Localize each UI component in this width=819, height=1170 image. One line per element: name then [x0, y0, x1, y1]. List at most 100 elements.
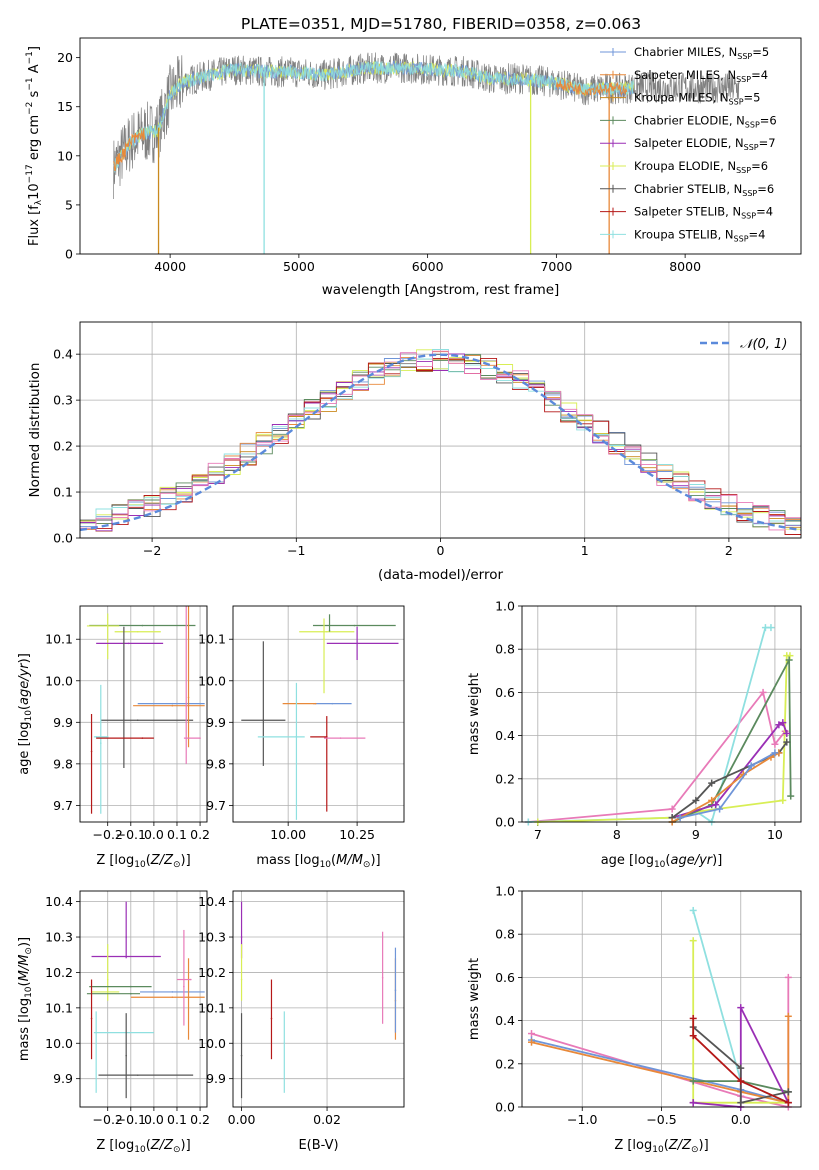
plot-area [528, 906, 792, 1111]
y-tick-label: 1.0 [495, 599, 515, 614]
x-tick-label: −0.5 [646, 1112, 676, 1127]
data-point [130, 985, 132, 988]
data-point [171, 702, 174, 705]
panel-spectrum: 4000 5000 6000 7000 8000 0 5 10 15 20 wavelength [… [25, 37, 802, 298]
plot-area [524, 624, 795, 826]
x-tick-label: 5000 [283, 259, 315, 274]
x-tick-label: 10 [767, 827, 783, 842]
y-tick-label: 10.4 [198, 894, 226, 909]
panel-residual_histogram: −2 −1 0 1 2 0.0 0.1 0.2 0.3 0.4 (data-model)/error… [27, 321, 802, 583]
y-tick-label: 0.6 [495, 685, 515, 700]
y-axis-label: Normed distribution [27, 363, 43, 498]
data-point [270, 1017, 273, 1020]
model-spectrum-line [113, 128, 145, 172]
data-point [199, 737, 201, 739]
y-tick-label: 0.0 [495, 1100, 515, 1115]
x-axis-label: Z [log10(Z/Z⊙)] [614, 1138, 708, 1155]
y-tick-label: 10.3 [198, 930, 226, 945]
data-point [99, 742, 102, 744]
histogram-step-line [80, 357, 801, 535]
legend-entry: Kroupa MILES, NSSP=5 [634, 91, 760, 107]
legend-entry: Kroupa ELODIE, NSSP=6 [634, 159, 768, 175]
y-tick-label: 0.1 [53, 485, 73, 500]
x-tick-label: 0.1 [167, 1112, 187, 1127]
figure-title: PLATE=0351, MJD=51780, FIBERID=0358, z=0… [241, 15, 641, 33]
x-tick-label: −0.2 [93, 827, 123, 842]
series-line [692, 1026, 789, 1104]
y-tick-label: 9.9 [206, 715, 226, 730]
y-axis-label: mass [log10(M/M⊙)] [17, 937, 34, 1061]
y-tick-label: 0.8 [495, 642, 515, 657]
data-point [106, 978, 109, 981]
data-point [183, 985, 185, 988]
y-tick-label: 10.4 [45, 894, 73, 909]
data-point [295, 736, 298, 738]
x-tick-label: 6000 [412, 259, 444, 274]
x-tick-label: 0.02 [313, 1112, 341, 1127]
x-tick-label: 0.00 [228, 1112, 256, 1127]
histogram-step-line [80, 350, 801, 531]
legend-entry: Chabrier MILES, NSSP=5 [634, 45, 769, 61]
series-line [679, 752, 776, 819]
data-point [331, 702, 334, 705]
data-point [187, 696, 190, 699]
data-point [339, 737, 342, 739]
axes-frame [232, 890, 405, 1108]
series-line [692, 1018, 789, 1104]
data-point [171, 996, 174, 999]
x-tick-label: 7000 [540, 259, 572, 274]
y-tick-label: 0.4 [53, 347, 73, 362]
legend-entry: Salpeter ELODIE, NSSP=7 [634, 136, 776, 152]
y-tick-label: 9.7 [206, 798, 226, 813]
data-point [106, 625, 109, 627]
data-point [125, 936, 127, 938]
x-axis-label: mass [log10(M/M⊙)] [256, 853, 380, 870]
x-tick-label: −0.2 [93, 1112, 123, 1127]
x-axis-label: Z [log10(Z/Z⊙)] [96, 853, 190, 870]
x-axis-label: E(B-V) [298, 1138, 338, 1153]
axes-frame [79, 605, 208, 823]
x-tick-label: −2 [143, 543, 161, 558]
x-tick-label: −0.1 [116, 827, 146, 842]
y-tick-label: 9.8 [206, 756, 226, 771]
y-tick-label: 10.0 [45, 673, 73, 688]
data-point [106, 991, 109, 993]
y-tick-label: 0.2 [495, 771, 515, 786]
data-point [106, 736, 109, 738]
y-tick-label: 9.9 [53, 715, 73, 730]
plot-area [86, 606, 205, 814]
series-line [693, 1007, 790, 1108]
data-point [185, 704, 188, 707]
y-tick-label: 1.0 [495, 884, 515, 899]
data-point [130, 992, 132, 995]
plot-area [113, 52, 740, 254]
histogram-step-line [80, 351, 801, 531]
data-point [136, 719, 139, 722]
series-line [671, 659, 792, 823]
plot-area [86, 901, 205, 1099]
y-tick-label: 20 [57, 50, 73, 65]
x-tick-label: 10.00 [270, 827, 306, 842]
legend-entry: Chabrier ELODIE, NSSP=6 [634, 113, 777, 129]
x-axis-label: wavelength [Angstrom, rest frame] [322, 282, 560, 298]
y-tick-label: 0.0 [495, 815, 515, 830]
data-point [381, 976, 384, 979]
y-tick-label: 9.7 [53, 798, 73, 813]
data-point [394, 989, 397, 991]
histogram-step-line [80, 352, 801, 532]
y-tick-label: 9.9 [206, 1071, 226, 1086]
x-tick-label: −1 [287, 543, 305, 558]
axes-frame [521, 890, 802, 1108]
x-tick-label: 8000 [669, 259, 701, 274]
x-axis-label: (data-model)/error [378, 567, 504, 583]
histogram-step-line [80, 349, 801, 529]
x-tick-label: 8 [613, 827, 621, 842]
x-tick-label: 0.0 [144, 827, 164, 842]
data-point [127, 642, 130, 645]
x-tick-label: 0.2 [190, 1112, 210, 1127]
x-tick-label: 1 [581, 543, 589, 558]
observed-spectrum-line [113, 52, 740, 200]
axes-frame [79, 890, 208, 1108]
data-point [171, 704, 174, 707]
